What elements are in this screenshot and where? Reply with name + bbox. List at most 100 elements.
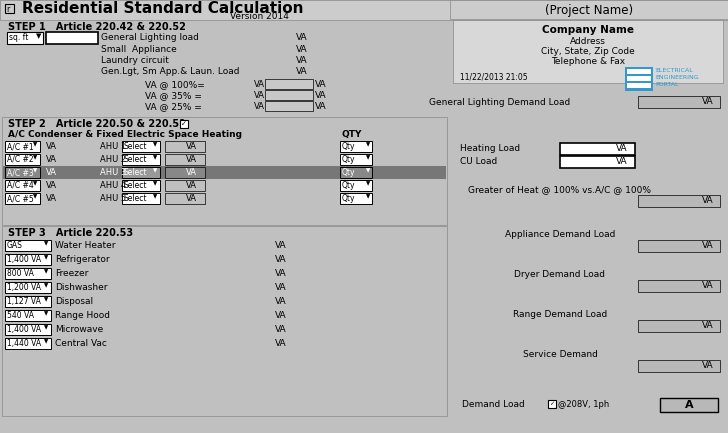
Text: VA: VA <box>703 196 714 205</box>
Text: @208V, 1ph: @208V, 1ph <box>558 400 609 409</box>
Text: Select: Select <box>124 155 148 164</box>
Text: 800 VA: 800 VA <box>7 269 34 278</box>
Bar <box>3 166 446 179</box>
Text: VA: VA <box>275 297 287 306</box>
Text: ▼: ▼ <box>44 339 48 344</box>
Text: VA: VA <box>46 142 57 151</box>
Bar <box>265 79 313 89</box>
Text: A/C #3: A/C #3 <box>7 168 33 177</box>
Bar <box>5 254 51 265</box>
Bar <box>46 32 98 44</box>
Text: VA: VA <box>275 241 287 250</box>
Bar <box>165 154 205 165</box>
Bar <box>638 240 720 252</box>
Text: STEP 3   Article 220.53: STEP 3 Article 220.53 <box>8 228 133 238</box>
Bar <box>122 180 160 191</box>
Text: ✓: ✓ <box>181 121 187 127</box>
Text: ▼: ▼ <box>33 142 37 147</box>
Text: Qty: Qty <box>342 142 355 151</box>
Text: ▼: ▼ <box>44 297 48 302</box>
Bar <box>7 32 43 44</box>
Text: Select: Select <box>124 168 148 177</box>
Text: A/C #2: A/C #2 <box>7 155 33 164</box>
Bar <box>638 320 720 332</box>
Text: ▼: ▼ <box>33 181 37 186</box>
Text: QTY: QTY <box>342 130 363 139</box>
Bar <box>5 154 40 165</box>
Text: Select: Select <box>124 194 148 203</box>
Text: ▼: ▼ <box>366 155 371 160</box>
Text: General Lighting Demand Load: General Lighting Demand Load <box>430 98 571 107</box>
Bar <box>0 0 728 20</box>
Text: ▼: ▼ <box>36 33 41 39</box>
Bar <box>627 83 651 88</box>
Bar <box>5 282 51 293</box>
Text: VA @ 35% =: VA @ 35% = <box>145 91 202 100</box>
Text: Telephone & Fax: Telephone & Fax <box>551 57 625 66</box>
Text: Greater of Heat @ 100% vs.A/C @ 100%: Greater of Heat @ 100% vs.A/C @ 100% <box>469 185 652 194</box>
Text: VA: VA <box>275 325 287 334</box>
Text: r: r <box>6 5 9 14</box>
Text: VA: VA <box>703 361 714 370</box>
Bar <box>5 193 40 204</box>
Text: CU Load: CU Load <box>460 157 497 166</box>
Bar <box>165 180 205 191</box>
Text: VA: VA <box>275 311 287 320</box>
Bar <box>560 156 635 168</box>
Bar <box>660 398 718 412</box>
Bar <box>165 193 205 204</box>
Text: Gen.Lgt, Sm App.& Laun. Load: Gen.Lgt, Sm App.& Laun. Load <box>101 67 240 76</box>
Text: VA: VA <box>703 321 714 330</box>
Text: VA: VA <box>46 181 57 190</box>
Text: ▼: ▼ <box>44 241 48 246</box>
Bar <box>5 324 51 335</box>
Bar <box>265 101 313 111</box>
Text: VA: VA <box>617 144 628 153</box>
Text: VA: VA <box>703 241 714 250</box>
Text: Appliance Demand Load: Appliance Demand Load <box>505 230 615 239</box>
Text: ▼: ▼ <box>366 194 371 199</box>
Text: VA: VA <box>186 181 197 190</box>
Text: General Lighting load: General Lighting load <box>101 33 199 42</box>
Text: Address: Address <box>570 37 606 46</box>
Bar <box>340 193 372 204</box>
Text: sq. ft: sq. ft <box>9 33 28 42</box>
Text: ▼: ▼ <box>44 325 48 330</box>
Text: VA: VA <box>315 80 327 89</box>
Text: STEP 2   Article 220.50 & 220.51: STEP 2 Article 220.50 & 220.51 <box>8 119 186 129</box>
Text: Range Demand Load: Range Demand Load <box>513 310 607 319</box>
Text: ▼: ▼ <box>153 142 157 147</box>
Bar <box>5 141 40 152</box>
Bar <box>340 167 372 178</box>
Text: A/C Condenser & Fixed Electric Space Heating: A/C Condenser & Fixed Electric Space Hea… <box>8 130 242 139</box>
Text: VA: VA <box>296 45 308 54</box>
Text: ENGINEERING: ENGINEERING <box>655 75 699 80</box>
Bar <box>340 180 372 191</box>
Text: VA: VA <box>315 91 327 100</box>
Text: ▼: ▼ <box>153 155 157 160</box>
Bar <box>2 226 447 416</box>
Text: ▼: ▼ <box>366 142 371 147</box>
Text: VA @ 25% =: VA @ 25% = <box>145 102 202 111</box>
Text: Demand Load: Demand Load <box>462 400 525 409</box>
Text: VA: VA <box>275 283 287 292</box>
Text: VA: VA <box>315 102 327 111</box>
Text: AHU 3: AHU 3 <box>100 168 126 177</box>
Text: Service Demand: Service Demand <box>523 350 598 359</box>
Text: 540 VA: 540 VA <box>7 311 34 320</box>
Text: VA: VA <box>275 339 287 348</box>
Text: (Project Name): (Project Name) <box>545 4 633 17</box>
Bar <box>122 141 160 152</box>
Bar <box>638 195 720 207</box>
Bar <box>625 67 653 91</box>
Bar <box>638 96 720 108</box>
Text: ▼: ▼ <box>44 269 48 274</box>
Text: ▼: ▼ <box>33 168 37 173</box>
Bar <box>5 338 51 349</box>
Text: AHU 1: AHU 1 <box>100 142 126 151</box>
Text: Central Vac: Central Vac <box>55 339 107 348</box>
Bar <box>122 167 160 178</box>
Bar <box>340 154 372 165</box>
Text: GAS: GAS <box>7 241 23 250</box>
Text: City, State, Zip Code: City, State, Zip Code <box>541 47 635 56</box>
